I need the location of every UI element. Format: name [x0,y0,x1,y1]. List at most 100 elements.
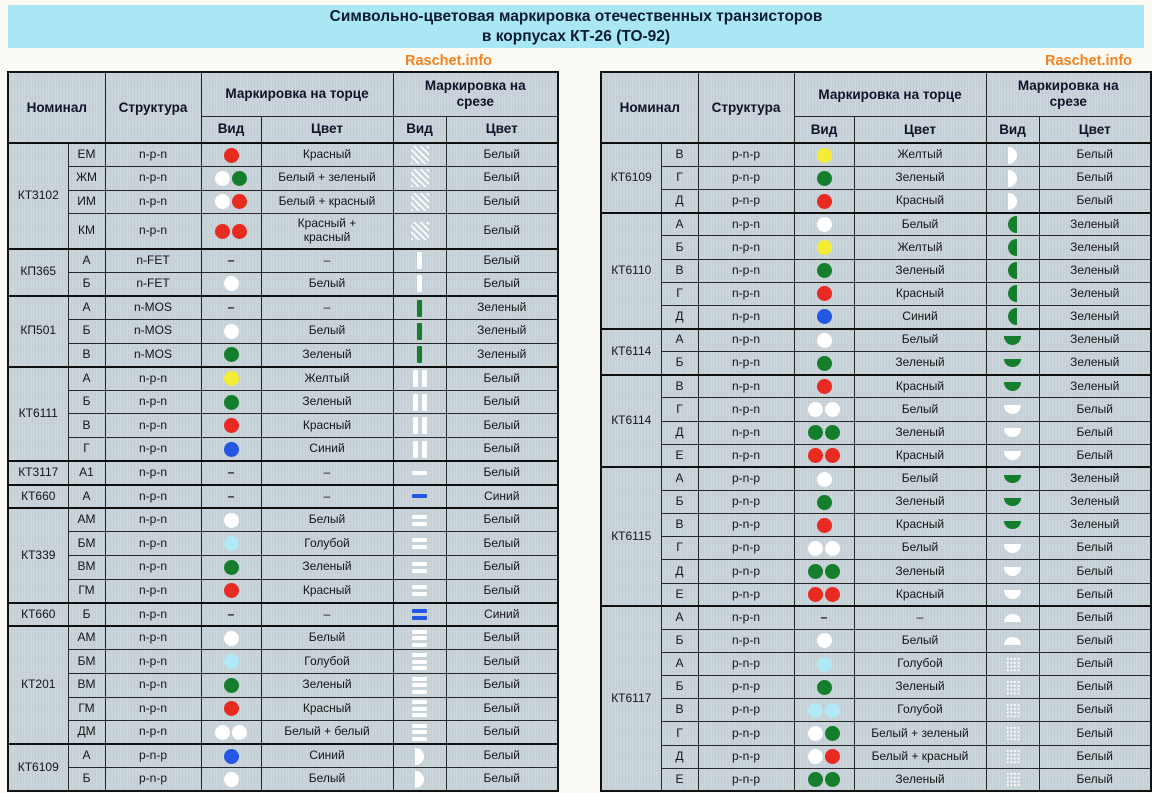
face-color-cell: – [853,605,987,630]
hatch-stripes-icon [410,169,429,188]
nominal-suffix-cell: А [660,466,699,492]
nominal-suffix-cell: Б [660,628,699,654]
face-color-cell: Красный [260,696,394,722]
cut-mark-cell [985,490,1040,515]
cut-color-cell: Белый [445,507,559,533]
nominal-suffix-cell: Б [660,675,699,700]
table-row: ГМ n-p-n Красный Белый [8,578,559,604]
face-color-cell: Белый [853,466,987,492]
nominal-suffix-cell: Г [660,166,699,191]
face-mark-cell [793,281,855,306]
nominal-suffix-cell: Г [67,437,106,462]
horizontal-dash-icon [412,653,427,658]
green-dot-icon [825,772,840,788]
structure-cell: n-p-n [697,397,795,422]
face-mark-cell [200,743,262,769]
nominal-group-cell: КТ3117 [7,460,69,486]
white-dot-icon [215,724,230,740]
face-color-cell: – [260,460,394,486]
cut-mark-cell [392,625,447,651]
face-mark-cell [793,397,855,422]
header-row-sub: Вид Цвет Вид Цвет [601,115,1152,144]
nominal-suffix-cell: Б [660,235,699,260]
cut-mark-cell [985,536,1040,561]
horizontal-dash-icon [412,706,427,711]
cut-color-cell: Белый [445,213,559,250]
structure-cell: n-p-n [104,213,202,250]
face-color-cell: Синий [260,437,394,462]
face-mark-cell [200,720,262,745]
cut-color-cell: Зеленый [1038,513,1152,538]
face-color-cell: Зеленый [853,490,987,515]
cut-color-cell: Белый [445,142,559,168]
cut-mark-cell [392,166,447,191]
face-color-cell: Белый [853,211,987,237]
cut-mark-cell [985,628,1040,654]
cut-mark-cell [985,513,1040,538]
half-bottom-circle-icon [1004,405,1021,414]
horizontal-dash-icon [412,636,427,641]
cut-mark-cell [392,437,447,462]
face-mark-cell [793,582,855,607]
cut-color-cell: Зеленый [445,294,559,321]
structure-cell: n-p-n [104,625,202,651]
cut-color-cell: Белый [1038,698,1152,723]
lightblue-dot-icon [808,702,823,718]
face-mark-cell [793,351,855,376]
face-color-cell: Зеленый [853,351,987,376]
yellow-dot-icon [223,371,239,387]
green-dot-icon [223,347,239,363]
red-dot-icon [223,701,239,717]
cut-mark-cell [985,744,1040,769]
nominal-suffix-cell: А [67,365,106,391]
structure-cell: n-p-n [104,483,202,509]
cut-color-cell: Белый [445,271,559,297]
table-row: ЖМ n-p-n Белый + зеленый Белый [8,166,559,191]
horizontal-dash-icon [412,562,427,567]
horizontal-dash-icon [412,468,427,477]
face-mark-cell [793,652,855,677]
face-color-cell: – [260,247,394,273]
face-mark-cell [200,389,262,415]
vertical-bar-icon [412,370,418,388]
face-color-cell: Голубой [260,531,394,556]
cut-color-cell: Зеленый [1038,373,1152,399]
cut-color-cell: Белый [1038,443,1152,468]
nominal-suffix-cell: БМ [67,531,106,556]
cut-color-cell: Белый [1038,721,1152,746]
face-color-cell: Белый [853,397,987,422]
white-dot-icon [816,633,832,649]
nominal-suffix-cell: А [67,247,106,273]
blue-dot-icon [223,441,239,457]
header-nominal: Номинал [600,71,699,144]
cut-mark-cell [392,507,447,533]
face-mark-cell: – [200,460,262,486]
face-mark-cell [793,304,855,330]
face-mark-cell: – [793,605,855,630]
horizontal-dash-icon [412,722,427,744]
structure-cell: n-MOS [104,342,202,368]
nominal-group-cell: КТ6111 [7,365,69,462]
face-color-cell: Красный [260,413,394,439]
cut-color-cell: Зеленый [445,319,559,344]
header-face-marking: Маркировка на торце [200,71,394,117]
face-mark-cell [200,437,262,462]
cut-mark-cell [392,342,447,368]
face-mark-cell [793,513,855,538]
face-color-cell: – [260,294,394,321]
nominal-suffix-cell: Е [660,582,699,607]
cut-color-cell: Белый [445,365,559,391]
cut-mark-cell [985,281,1040,306]
horizontal-dash-icon [412,713,427,718]
nominal-suffix-cell: Д [660,304,699,330]
